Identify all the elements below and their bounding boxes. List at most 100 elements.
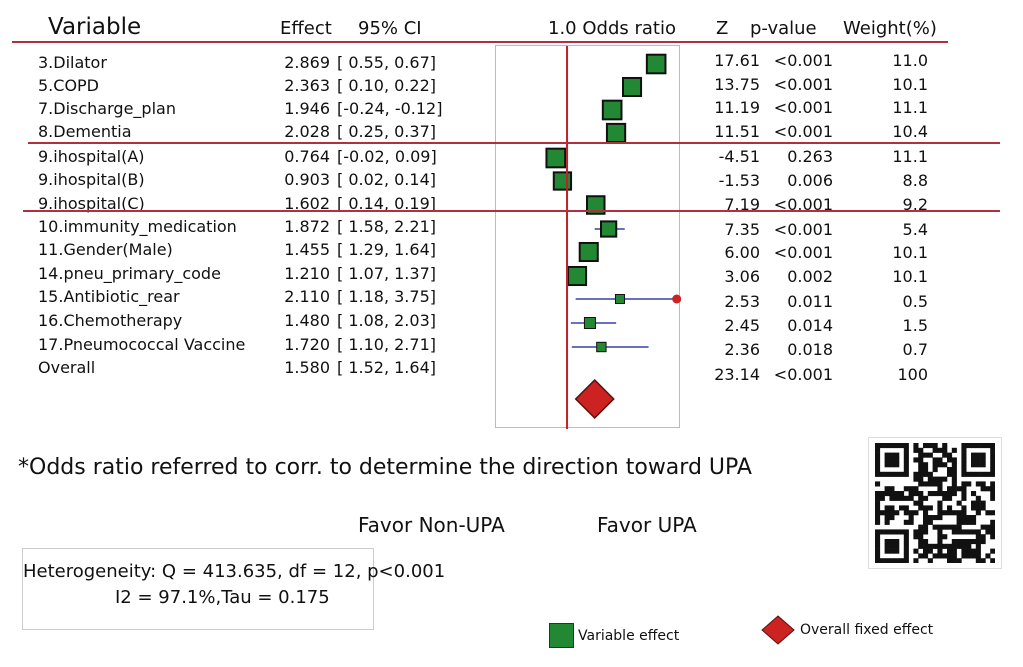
qr-module	[951, 467, 957, 473]
row-label: 9.ihospital(A)	[38, 147, 145, 166]
row-ci: [ 0.02, 0.14]	[337, 170, 436, 189]
qr-module	[875, 534, 881, 540]
qr-module	[947, 457, 953, 463]
effect-square	[583, 317, 596, 329]
row-ci: [ 1.18, 3.75]	[337, 287, 436, 306]
qr-module	[971, 471, 977, 477]
qr-module	[899, 505, 905, 511]
qr-module	[932, 443, 938, 449]
qr-module	[894, 539, 900, 545]
qr-module	[913, 491, 919, 497]
qr-module	[889, 471, 895, 477]
favor-right-label: Favor UPA	[597, 513, 697, 537]
qr-module	[975, 471, 981, 477]
group-divider-1	[28, 142, 1000, 144]
qr-module	[889, 486, 895, 492]
qr-module	[889, 443, 895, 449]
qr-module	[971, 515, 977, 521]
effect-square	[601, 99, 623, 121]
qr-module	[951, 539, 957, 545]
qr-module	[903, 539, 909, 545]
qr-module	[966, 515, 972, 521]
qr-module	[875, 462, 881, 468]
qr-module	[990, 471, 995, 477]
header-p: p-value	[750, 18, 817, 39]
qr-module	[975, 543, 981, 549]
row-z: 11.51	[714, 122, 760, 141]
qr-module	[884, 462, 890, 468]
row-ci: [ 1.08, 2.03]	[337, 311, 436, 330]
qr-module	[927, 476, 933, 482]
row-z: 3.06	[724, 267, 760, 286]
row-z: 23.14	[714, 365, 760, 384]
qr-module	[903, 447, 909, 453]
qr-module	[990, 529, 995, 535]
row-label: 11.Gender(Male)	[38, 240, 173, 259]
qr-module	[918, 452, 924, 458]
row-weight: 8.8	[902, 171, 928, 190]
qr-module	[875, 539, 881, 545]
qr-module	[918, 500, 924, 506]
row-p-value: <0.001	[773, 365, 833, 384]
qr-module	[975, 558, 981, 563]
qr-module	[875, 495, 881, 501]
effect-square	[585, 195, 606, 215]
qr-module	[923, 471, 929, 477]
row-label: Overall	[38, 358, 96, 377]
qr-module	[990, 443, 995, 449]
qr-module	[913, 476, 919, 482]
row-ci: [ 0.55, 0.67]	[337, 53, 436, 72]
qr-module	[884, 558, 890, 563]
qr-module	[947, 524, 953, 530]
row-p-value: <0.001	[773, 243, 833, 262]
qr-module	[942, 476, 948, 482]
effect-square	[600, 220, 618, 238]
row-ci: [ 1.07, 1.37]	[337, 264, 436, 283]
qr-module	[937, 481, 943, 487]
qr-module	[903, 452, 909, 458]
qr-module	[980, 452, 986, 458]
qr-module	[980, 500, 986, 506]
qr-module	[918, 529, 924, 535]
qr-module	[990, 510, 995, 516]
qr-module	[951, 543, 957, 549]
qr-module	[975, 553, 981, 559]
qr-module	[875, 443, 881, 449]
qr-module	[913, 471, 919, 477]
qr-module	[894, 558, 900, 563]
row-effect: 1.480	[284, 311, 330, 330]
qr-module	[942, 452, 948, 458]
qr-module	[956, 519, 962, 525]
qr-module	[985, 529, 991, 535]
qr-module	[985, 486, 991, 492]
qr-module	[875, 529, 881, 535]
row-z: 7.35	[724, 220, 760, 239]
row-effect: 2.363	[284, 76, 330, 95]
qr-module	[918, 447, 924, 453]
qr-module	[923, 452, 929, 458]
qr-module	[961, 481, 967, 487]
qr-module	[913, 443, 919, 449]
qr-module	[951, 491, 957, 497]
row-label: 8.Dementia	[38, 122, 132, 141]
qr-module	[927, 558, 933, 563]
qr-module	[985, 553, 991, 559]
qr-module	[913, 457, 919, 463]
qr-module	[913, 486, 919, 492]
qr-module	[889, 505, 895, 511]
heterogeneity-box: Heterogeneity: Q = 413.635, df = 12, p<0…	[22, 548, 445, 630]
qr-module	[884, 505, 890, 511]
qr-module	[942, 443, 948, 449]
qr-module	[956, 486, 962, 492]
qr-module	[966, 539, 972, 545]
qr-module	[975, 529, 981, 535]
qr-module	[975, 505, 981, 511]
qr-module	[879, 529, 885, 535]
qr-module	[884, 491, 890, 497]
qr-module	[875, 515, 881, 521]
qr-module	[908, 486, 914, 492]
qr-module	[980, 457, 986, 463]
qr-module	[937, 457, 943, 463]
qr-module	[975, 534, 981, 540]
